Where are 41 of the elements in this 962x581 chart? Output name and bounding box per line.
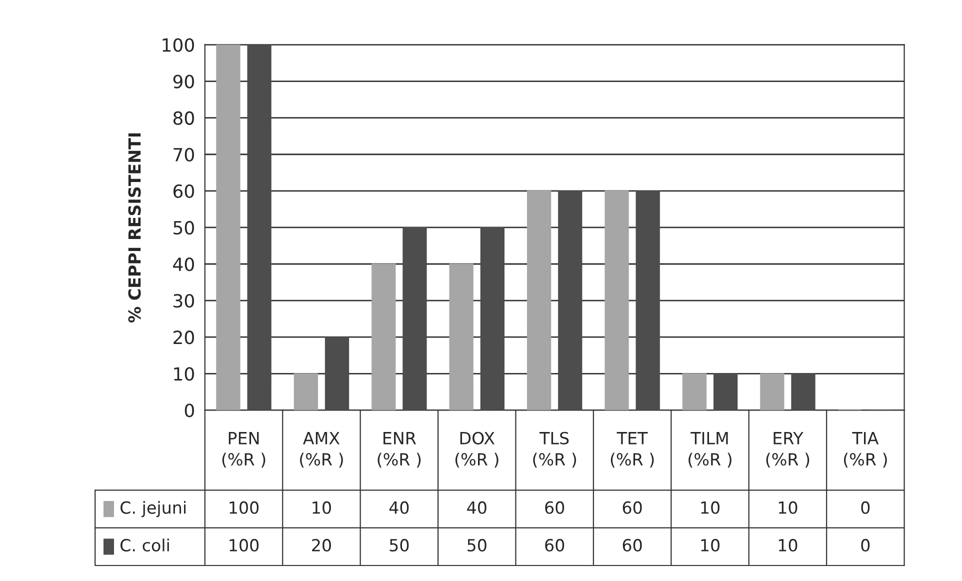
x-tick-label: TIA (%R ) [844,432,887,468]
y-tick-label: 40 [173,257,194,272]
y-tick-label: 100 [162,38,194,52]
y-tick-label: 20 [174,330,194,344]
y-tick-label: 80 [173,111,194,125]
data-label: 50 [390,538,409,552]
x-tick-label: TLS (%R ) [533,432,576,468]
y-tick-label: 10 [174,367,194,381]
data-label: 60 [545,538,564,552]
x-tick-label: PEN (%R ) [222,432,266,468]
y-tick-label: 30 [174,294,194,308]
data-label: 100 [230,538,259,552]
y-tick-label: 90 [173,74,194,88]
data-label: 40 [467,501,486,514]
data-label: 60 [545,501,564,514]
y-tick-label: 70 [174,148,194,162]
data-label: 10 [312,501,331,514]
x-tick-label: AMX (%R ) [300,432,343,468]
x-tick-label: ERY (%R ) [766,432,810,468]
data-label: 10 [701,538,720,552]
data-label: 0 [861,501,870,514]
data-label: 60 [622,501,642,514]
data-label: 20 [312,538,331,552]
data-label: 10 [778,538,798,552]
y-tick-label: 0 [184,404,194,418]
x-tick-label: DOX (%R ) [455,432,498,468]
x-tick-label: TET (%R ) [610,432,654,468]
y-tick-label: 60 [173,184,194,198]
data-label: 0 [861,538,870,552]
y-tick-label: 50 [174,220,194,235]
legend-label: C. jejuni [120,500,186,518]
data-label: 50 [468,538,486,552]
data-label: 40 [389,501,409,514]
x-tick-label: ENR (%R ) [378,432,421,468]
data-label: 10 [778,501,798,514]
x-tick-label: TILM (%R ) [688,432,732,468]
legend-label: C. coli [120,538,169,552]
data-label: 100 [230,501,259,514]
data-label: 10 [701,501,720,514]
y-axis-title: % CEPPI RESISTENTI [128,133,141,323]
data-label: 60 [622,538,642,552]
